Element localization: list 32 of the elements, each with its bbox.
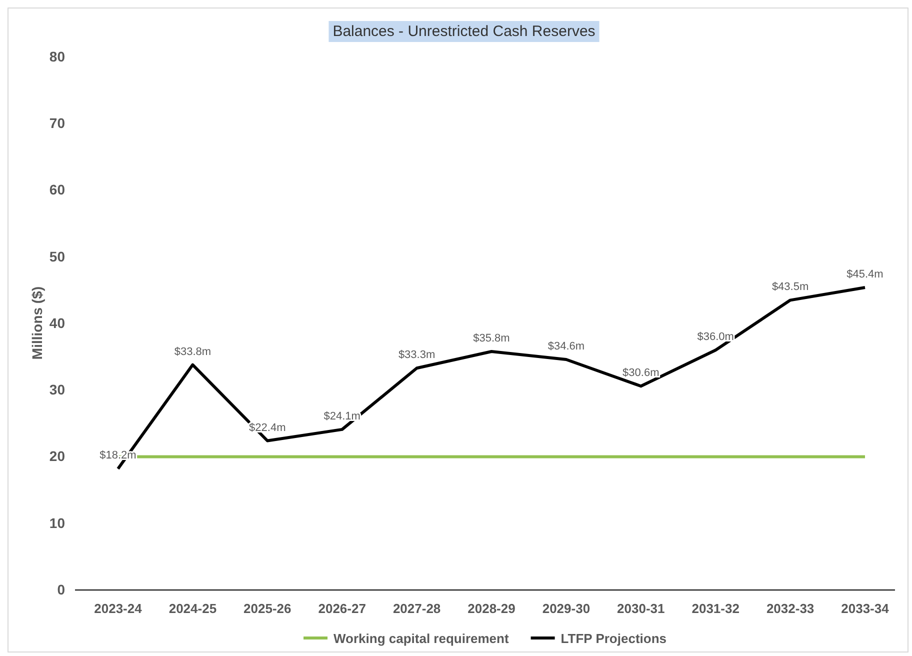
x-tick-label: 2032-33 bbox=[766, 601, 814, 616]
legend-label: LTFP Projections bbox=[560, 631, 666, 646]
data-label: $45.4m bbox=[846, 268, 884, 281]
x-tick-label: 2025-26 bbox=[244, 601, 292, 616]
data-label: $33.8m bbox=[174, 346, 212, 358]
x-tick-label: 2023-24 bbox=[94, 601, 143, 616]
x-tick-label: 2029-30 bbox=[542, 601, 590, 616]
x-tick-label: 2031-32 bbox=[692, 601, 740, 616]
y-tick-label: 30 bbox=[49, 382, 66, 398]
data-label: $33.3m bbox=[398, 349, 436, 362]
y-tick-label: 20 bbox=[49, 448, 66, 464]
data-label: $30.6m bbox=[622, 367, 660, 380]
data-label: $34.6m bbox=[548, 340, 585, 352]
x-tick-label: 2028-29 bbox=[468, 601, 516, 616]
y-tick-label: 10 bbox=[49, 514, 66, 531]
data-label: $36.0m bbox=[697, 331, 734, 344]
data-label: $35.8m bbox=[473, 332, 510, 344]
data-label: $43.5m bbox=[772, 281, 809, 294]
x-tick-label: 2027-28 bbox=[392, 601, 441, 616]
x-tick-label: 2030-31 bbox=[617, 601, 665, 616]
y-tick-label: 0 bbox=[57, 581, 66, 598]
legend-label: Working capital requirement bbox=[334, 631, 510, 646]
x-tick-label: 2033-34 bbox=[841, 601, 890, 616]
x-tick-label: 2024-25 bbox=[168, 601, 217, 616]
y-tick-label: 70 bbox=[49, 115, 66, 132]
y-tick-label: 80 bbox=[49, 48, 66, 64]
y-axis-title: Millions ($) bbox=[29, 286, 45, 360]
y-tick-label: 50 bbox=[49, 248, 66, 264]
y-tick-label: 40 bbox=[49, 314, 66, 331]
chart-title: Balances - Unrestricted Cash Reserves bbox=[332, 23, 596, 40]
y-tick-label: 60 bbox=[49, 182, 66, 198]
x-tick-label: 2026-27 bbox=[318, 601, 366, 616]
